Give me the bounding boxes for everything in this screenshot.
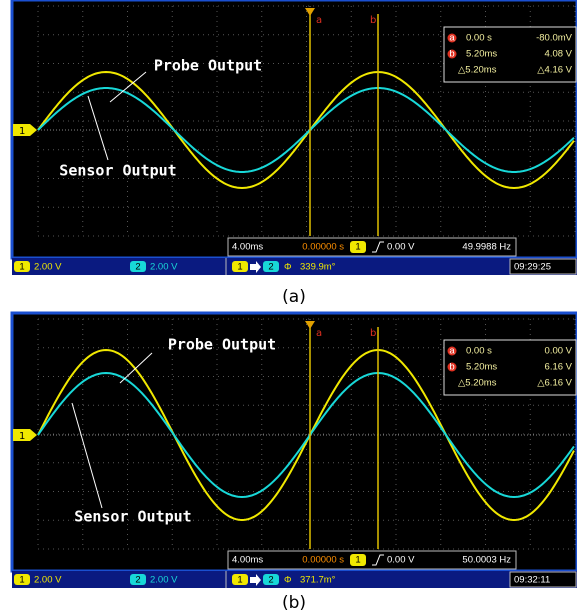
readout-value: 4.08 V [545, 49, 573, 60]
readout-marker: b [449, 362, 454, 373]
readout-marker: a [449, 346, 455, 357]
readout-time: 0.00 s [466, 346, 492, 357]
delay: 0.00000 s [302, 555, 344, 566]
readout-delta-value: △6.16 V [537, 378, 572, 389]
trigger-level: 0.00 V [387, 555, 415, 566]
phase-ch2: 2 [268, 262, 273, 273]
readout-value: -80.0mV [536, 33, 573, 44]
sensor-annotation: Sensor Output [74, 508, 191, 526]
delay: 0.00000 s [302, 242, 344, 253]
phase-value: 371.7m° [300, 575, 336, 586]
channel-id: 1 [19, 262, 24, 273]
frequency: 50.0003 Hz [462, 555, 511, 566]
figure: ab1Probe OutputSensor Outputa0.00 s-80.0… [0, 0, 577, 615]
channel-marker-label: 1 [19, 126, 25, 137]
readout-time: 5.20ms [466, 49, 497, 60]
readout-time: 0.00 s [466, 33, 492, 44]
channel-id: 1 [19, 575, 24, 586]
panel-label: (a) [282, 287, 306, 307]
readout-value: 6.16 V [545, 362, 573, 373]
phase-value: 339.9m° [300, 262, 336, 273]
trigger-level: 0.00 V [387, 242, 415, 253]
status-bar [12, 571, 577, 588]
channel-scale: 2.00 V [150, 262, 178, 273]
channel-id: 2 [135, 575, 140, 586]
channel-scale: 2.00 V [150, 575, 178, 586]
clock: 09:29:25 [514, 262, 551, 273]
sensor-annotation: Sensor Output [59, 162, 176, 180]
clock: 09:32:11 [514, 575, 550, 586]
cursor-a-marker: a [316, 15, 322, 26]
panel-label: (b) [282, 593, 306, 613]
channel-scale: 2.00 V [34, 262, 62, 273]
readout-marker: b [449, 49, 454, 60]
channel-id: 2 [135, 262, 140, 273]
timebase: 4.00ms [232, 242, 263, 253]
readout-value: 0.00 V [545, 346, 573, 357]
probe-annotation: Probe Output [154, 57, 262, 75]
status-bar [12, 258, 577, 275]
phase-ch1: 1 [237, 575, 242, 586]
phase-symbol: Φ [284, 262, 292, 273]
cursor-a-marker: a [316, 328, 322, 339]
readout-delta-time: △5.20ms [458, 378, 497, 389]
readout-time: 5.20ms [466, 362, 497, 373]
frequency: 49.9988 Hz [462, 242, 511, 253]
cursor-b-marker: b [370, 15, 376, 26]
phase-symbol: Φ [284, 575, 292, 586]
readout-marker: a [449, 33, 455, 44]
readout-delta-value: △4.16 V [537, 65, 572, 76]
channel-scale: 2.00 V [34, 575, 62, 586]
channel-marker-label: 1 [19, 431, 25, 442]
timebase: 4.00ms [232, 555, 263, 566]
trigger-source: 1 [355, 555, 360, 566]
phase-ch2: 2 [268, 575, 273, 586]
cursor-b-marker: b [370, 328, 376, 339]
phase-ch1: 1 [237, 262, 242, 273]
probe-annotation: Probe Output [168, 336, 276, 354]
trigger-source: 1 [355, 242, 360, 253]
readout-delta-time: △5.20ms [458, 65, 497, 76]
